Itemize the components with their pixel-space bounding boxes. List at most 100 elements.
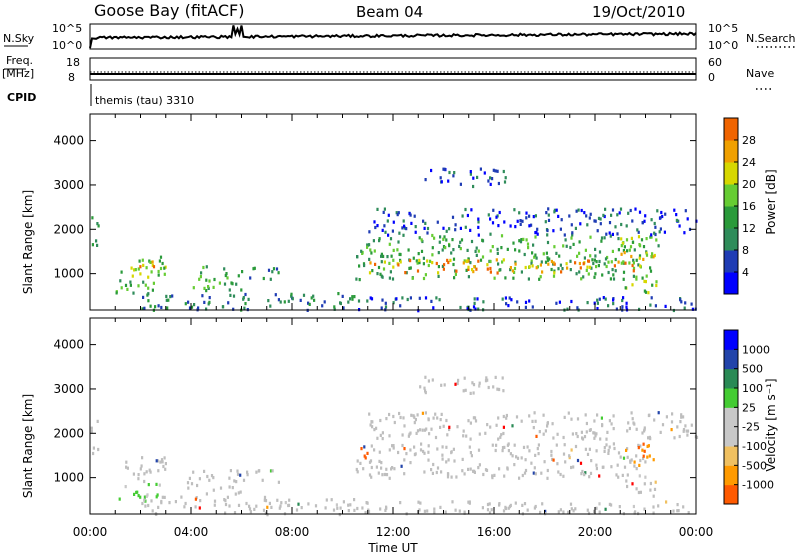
- range-gate-cell: [451, 215, 455, 219]
- range-gate-cell: [512, 241, 515, 245]
- range-gate-cell: [240, 288, 243, 292]
- range-gate-cell: [427, 379, 430, 383]
- range-gate-cell: [379, 272, 382, 276]
- range-gate-cell: [430, 468, 433, 472]
- colorbar-swatch: [724, 426, 738, 447]
- range-gate-cell: [418, 296, 421, 300]
- range-gate-cell: [386, 255, 389, 259]
- range-gate-cell: [584, 471, 587, 475]
- range-gate-cell: [686, 433, 689, 437]
- range-gate-cell: [544, 429, 547, 433]
- range-gate-cell: [572, 509, 575, 513]
- range-gate-cell: [635, 427, 638, 431]
- range-gate-cell: [652, 505, 655, 509]
- range-gate-cell: [139, 467, 142, 471]
- range-gate-cell: [118, 497, 121, 501]
- y-tick-label: 4000: [53, 134, 84, 148]
- range-gate-cell: [369, 459, 373, 463]
- range-gate-cell: [492, 385, 495, 389]
- range-gate-cell: [168, 501, 171, 505]
- range-gate-cell: [546, 476, 549, 480]
- range-gate-cell: [450, 251, 453, 255]
- range-gate-cell: [610, 465, 613, 469]
- range-gate-cell: [279, 300, 282, 304]
- range-gate-cell: [91, 216, 94, 220]
- range-gate-cell: [277, 298, 280, 302]
- range-gate-cell: [499, 435, 502, 439]
- range-gate-cell: [431, 246, 434, 250]
- range-gate-cell: [119, 279, 122, 283]
- range-gate-cell: [516, 456, 520, 460]
- range-gate-cell: [157, 469, 160, 473]
- range-gate-cell: [409, 431, 412, 435]
- range-gate-cell: [424, 178, 427, 182]
- range-gate-cell: [139, 272, 142, 276]
- range-gate-cell: [614, 257, 617, 262]
- range-gate-cell: [592, 431, 595, 435]
- range-gate-cell: [528, 214, 531, 218]
- range-gate-cell: [683, 231, 686, 235]
- nsearch-tick-bottom: 10^0: [708, 39, 738, 52]
- range-gate-cell: [589, 428, 592, 432]
- range-gate-cell: [91, 243, 94, 247]
- range-gate-cell: [650, 233, 653, 237]
- range-gate-cell: [97, 447, 100, 452]
- range-gate-cell: [371, 425, 374, 429]
- range-gate-cell: [622, 260, 625, 264]
- range-gate-cell: [649, 481, 652, 486]
- range-gate-cell: [562, 244, 565, 248]
- range-gate-cell: [165, 298, 168, 302]
- range-gate-cell: [484, 379, 488, 383]
- range-gate-cell: [608, 502, 611, 506]
- range-gate-cell: [622, 456, 626, 460]
- range-gate-cell: [96, 222, 99, 226]
- range-gate-cell: [381, 437, 384, 441]
- range-gate-cell: [416, 261, 419, 265]
- range-gate-cell: [568, 454, 571, 458]
- range-gate-cell: [610, 260, 613, 264]
- range-gate-cell: [341, 294, 344, 298]
- range-gate-cell: [562, 435, 565, 440]
- range-gate-cell: [141, 456, 144, 460]
- range-gate-cell: [592, 261, 595, 266]
- range-gate-cell: [266, 513, 269, 517]
- range-gate-cell: [402, 233, 405, 237]
- range-gate-cell: [640, 238, 644, 242]
- range-gate-cell: [524, 458, 527, 462]
- range-gate-cell: [199, 275, 202, 279]
- range-gate-cell: [410, 221, 413, 225]
- range-gate-cell: [523, 471, 527, 475]
- range-gate-cell: [503, 474, 506, 478]
- range-gate-cell: [647, 291, 650, 295]
- range-gate-cell: [584, 413, 587, 417]
- range-gate-cell: [417, 309, 420, 313]
- range-gate-cell: [576, 434, 579, 439]
- range-gate-cell: [599, 217, 602, 221]
- range-gate-cell: [552, 436, 555, 440]
- range-gate-cell: [155, 495, 158, 499]
- range-gate-cell: [351, 297, 354, 301]
- range-gate-cell: [587, 259, 590, 263]
- range-gate-cell: [370, 465, 373, 470]
- range-gate-cell: [448, 170, 451, 175]
- range-gate-cell: [160, 458, 164, 462]
- range-gate-cell: [424, 296, 428, 300]
- range-gate-cell: [612, 442, 615, 446]
- range-gate-cell: [424, 375, 427, 379]
- range-gate-cell: [443, 383, 446, 387]
- range-gate-cell: [163, 272, 166, 276]
- range-gate-cell: [442, 167, 445, 171]
- range-gate-cell: [405, 271, 408, 275]
- range-gate-cell: [337, 292, 340, 296]
- range-gate-cell: [387, 213, 390, 217]
- range-gate-cell: [208, 296, 211, 300]
- range-gate-cell: [635, 258, 638, 262]
- range-gate-cell: [452, 257, 456, 261]
- range-gate-cell: [513, 463, 516, 467]
- range-gate-cell: [625, 305, 628, 309]
- range-gate-cell: [147, 275, 150, 279]
- range-gate-cell: [452, 248, 455, 252]
- range-gate-cell: [203, 300, 206, 304]
- range-gate-cell: [497, 437, 500, 441]
- range-gate-cell: [353, 508, 356, 512]
